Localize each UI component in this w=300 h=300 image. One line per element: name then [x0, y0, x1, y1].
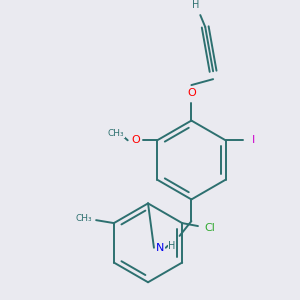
- Text: CH₃: CH₃: [76, 214, 93, 223]
- Text: N: N: [156, 243, 164, 253]
- Text: Cl: Cl: [204, 223, 215, 233]
- Text: H: H: [192, 0, 199, 10]
- Text: O: O: [187, 88, 196, 98]
- Text: CH₃: CH₃: [107, 129, 124, 138]
- Text: I: I: [251, 135, 255, 145]
- Text: H: H: [168, 241, 176, 251]
- Text: O: O: [131, 135, 140, 145]
